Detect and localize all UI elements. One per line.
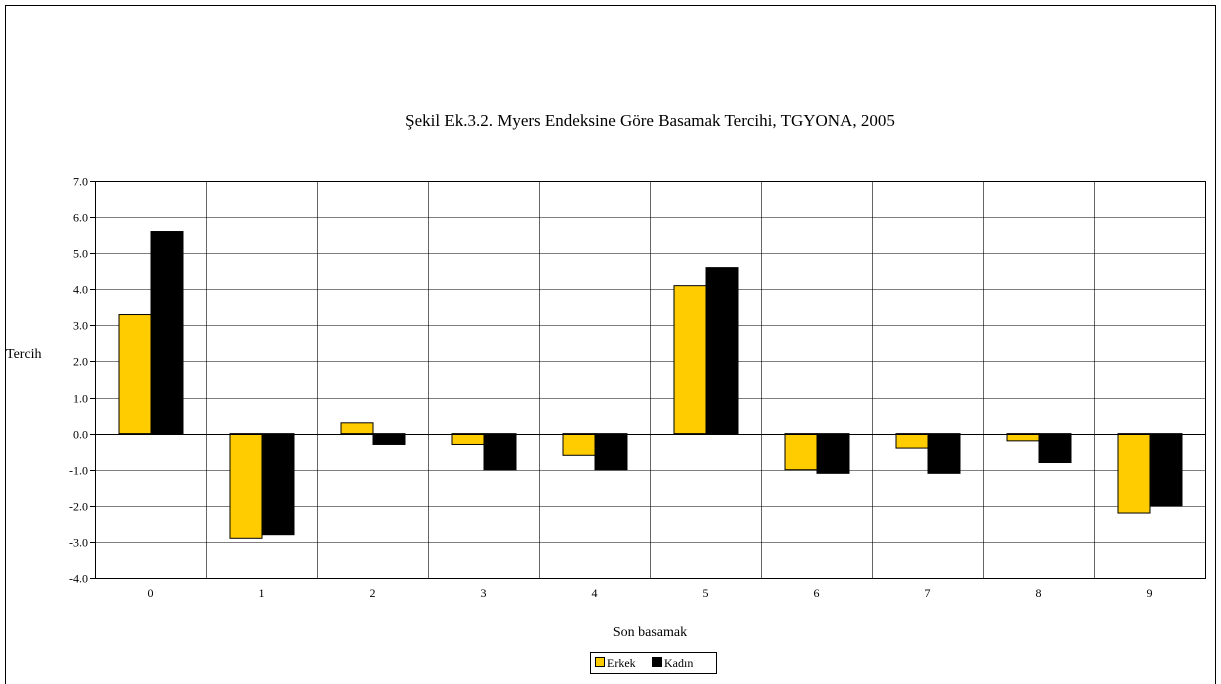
x-tick-label: 5 — [703, 586, 709, 600]
bar-kad-n-8 — [1038, 433, 1072, 464]
bar-erkek-0 — [118, 314, 152, 435]
bar-kad-n-6 — [816, 433, 850, 474]
x-tick-labels: 0 1 2 3 4 5 6 7 8 9 — [148, 586, 1153, 600]
bar-kad-n-2 — [372, 433, 406, 445]
bar-kad-n-9 — [1149, 433, 1183, 507]
chart-title: Şekil Ek.3.2. Myers Endeksine Göre Basam… — [405, 111, 895, 130]
x-tick-label: 4 — [592, 586, 598, 600]
bar-kad-n-7 — [927, 433, 961, 474]
y-tick-label: 2.0 — [73, 355, 88, 369]
x-tick-label: 7 — [925, 586, 931, 600]
bar-erkek-6 — [784, 433, 818, 471]
bar-kad-n-5 — [705, 267, 739, 435]
bar-erkek-4 — [562, 433, 596, 456]
y-tick-label: 5.0 — [73, 247, 88, 261]
y-tick-label: -1.0 — [69, 464, 88, 478]
bar-erkek-7 — [895, 433, 929, 449]
legend-swatch-kadin — [652, 657, 662, 667]
x-tick-label: 8 — [1036, 586, 1042, 600]
y-tick-label: -2.0 — [69, 500, 88, 514]
bar-kad-n-4 — [594, 433, 628, 471]
y-tick-label: 6.0 — [73, 211, 88, 225]
y-tick-label: -4.0 — [69, 572, 88, 586]
bars — [118, 231, 1183, 539]
x-tick-label: 0 — [148, 586, 154, 600]
legend-label-kadin: Kadın — [664, 656, 693, 670]
x-tick-label: 1 — [259, 586, 265, 600]
legend: Erkek Kadın — [590, 652, 717, 674]
bar-kad-n-0 — [150, 231, 184, 435]
x-tick-label: 3 — [481, 586, 487, 600]
y-tick-labels: 7.0 6.0 5.0 4.0 3.0 2.0 1.0 0.0 -1.0 -2.0 -3.0 -4.0 — [69, 175, 88, 586]
x-tick-label: 6 — [814, 586, 820, 600]
x-tick-label: 2 — [370, 586, 376, 600]
bar-erkek-5 — [673, 285, 707, 435]
plot-frame — [95, 181, 1206, 579]
bar-erkek-9 — [1117, 433, 1151, 514]
bar-kad-n-3 — [483, 433, 517, 471]
y-tick-label: 3.0 — [73, 319, 88, 333]
y-tick-label: 7.0 — [73, 175, 88, 189]
legend-label-erkek: Erkek — [607, 656, 636, 670]
bar-kad-n-1 — [261, 433, 295, 536]
legend-swatch-erkek — [595, 657, 605, 667]
bar-erkek-3 — [451, 433, 485, 445]
y-axis-label: Tercih — [6, 347, 42, 362]
y-tick-label: -3.0 — [69, 536, 88, 550]
y-tick-label: 1.0 — [73, 392, 88, 406]
bar-erkek-1 — [229, 433, 263, 539]
y-tick-label: 4.0 — [73, 283, 88, 297]
y-tick-label: 0.0 — [73, 428, 88, 442]
bar-erkek-2 — [340, 422, 374, 435]
plot-area-border — [95, 181, 1206, 579]
x-axis-label: Son basamak — [613, 625, 687, 640]
chart-border — [5, 5, 1216, 684]
x-tick-label: 9 — [1147, 586, 1153, 600]
